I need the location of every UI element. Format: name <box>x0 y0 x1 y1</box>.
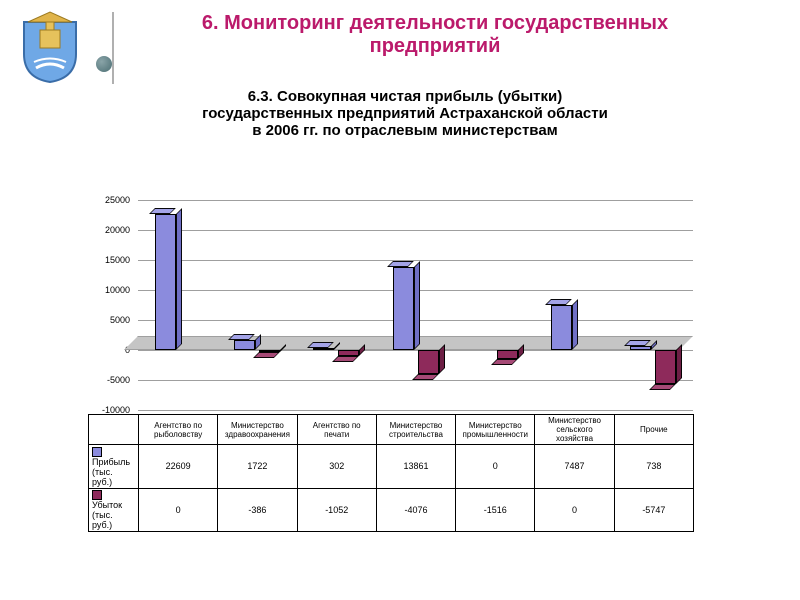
y-tick-label: 5000 <box>110 315 138 325</box>
table-cell: 13861 <box>376 445 455 489</box>
subtitle-line-1: 6.3. Совокупная чистая прибыль (убытки) <box>125 88 685 105</box>
bar <box>155 214 176 350</box>
table-cell: 738 <box>614 445 693 489</box>
table-cell: 0 <box>139 488 218 532</box>
bar <box>313 348 334 350</box>
chart-plot-area: -10000-50000500010000150002000025000 <box>138 200 693 410</box>
gridline <box>138 200 693 201</box>
page-subtitle: 6.3. Совокупная чистая прибыль (убытки) … <box>125 88 685 139</box>
table-cell: 0 <box>535 488 614 532</box>
slide-bullet <box>96 56 112 72</box>
bar <box>497 350 518 359</box>
table-row: Прибыль (тыс. руб.) 226091722302138610748… <box>89 445 694 489</box>
table-cell: -5747 <box>614 488 693 532</box>
bar <box>259 350 280 352</box>
bar <box>393 267 414 350</box>
table-header: Агентство по рыболовству <box>139 415 218 445</box>
legend-swatch <box>92 447 102 457</box>
bar <box>551 305 572 350</box>
table-cell: 22609 <box>139 445 218 489</box>
series-label: Убыток (тыс. руб.) <box>89 488 139 532</box>
table-header: Агентство по печати <box>297 415 376 445</box>
bar <box>338 350 359 356</box>
bar <box>418 350 439 374</box>
series-name: Убыток (тыс. руб.) <box>92 500 122 530</box>
bar <box>630 346 651 350</box>
subtitle-line-2: государственных предприятий Астраханской… <box>125 105 685 122</box>
data-table: Агентство по рыболовствуМинистерство здр… <box>88 414 694 532</box>
subtitle-line-3: в 2006 гг. по отраслевым министерствам <box>125 122 685 139</box>
table-header: Прочие <box>614 415 693 445</box>
table-cell: 7487 <box>535 445 614 489</box>
table-cell: -1052 <box>297 488 376 532</box>
gridline <box>138 260 693 261</box>
bar <box>234 340 255 350</box>
gridline <box>138 230 693 231</box>
legend-swatch <box>92 490 102 500</box>
coat-of-arms <box>18 8 82 89</box>
y-tick-label: 10000 <box>105 285 138 295</box>
table-header: Министерство промышленности <box>456 415 535 445</box>
bar <box>655 350 676 384</box>
table-corner <box>89 415 139 445</box>
table-cell: 1722 <box>218 445 297 489</box>
y-tick-label: 15000 <box>105 255 138 265</box>
y-tick-label: 25000 <box>105 195 138 205</box>
page-mark <box>112 12 118 84</box>
series-name: Прибыль (тыс. руб.) <box>92 457 130 487</box>
table-cell: 302 <box>297 445 376 489</box>
table-header: Министерство сельского хозяйства <box>535 415 614 445</box>
table-header: Министерство строительства <box>376 415 455 445</box>
table-cell: -1516 <box>456 488 535 532</box>
table-cell: -4076 <box>376 488 455 532</box>
table-header: Министерство здравоохранения <box>218 415 297 445</box>
gridline <box>138 410 693 411</box>
gridline <box>138 350 693 351</box>
gridline <box>138 380 693 381</box>
table-row: Убыток (тыс. руб.)0-386-1052-4076-15160-… <box>89 488 694 532</box>
y-tick-label: 20000 <box>105 225 138 235</box>
table-cell: -386 <box>218 488 297 532</box>
page-title: 6. Мониторинг деятельности государственн… <box>155 12 715 58</box>
series-label: Прибыль (тыс. руб.) <box>89 445 139 489</box>
y-tick-label: -5000 <box>107 375 138 385</box>
table-cell: 0 <box>456 445 535 489</box>
